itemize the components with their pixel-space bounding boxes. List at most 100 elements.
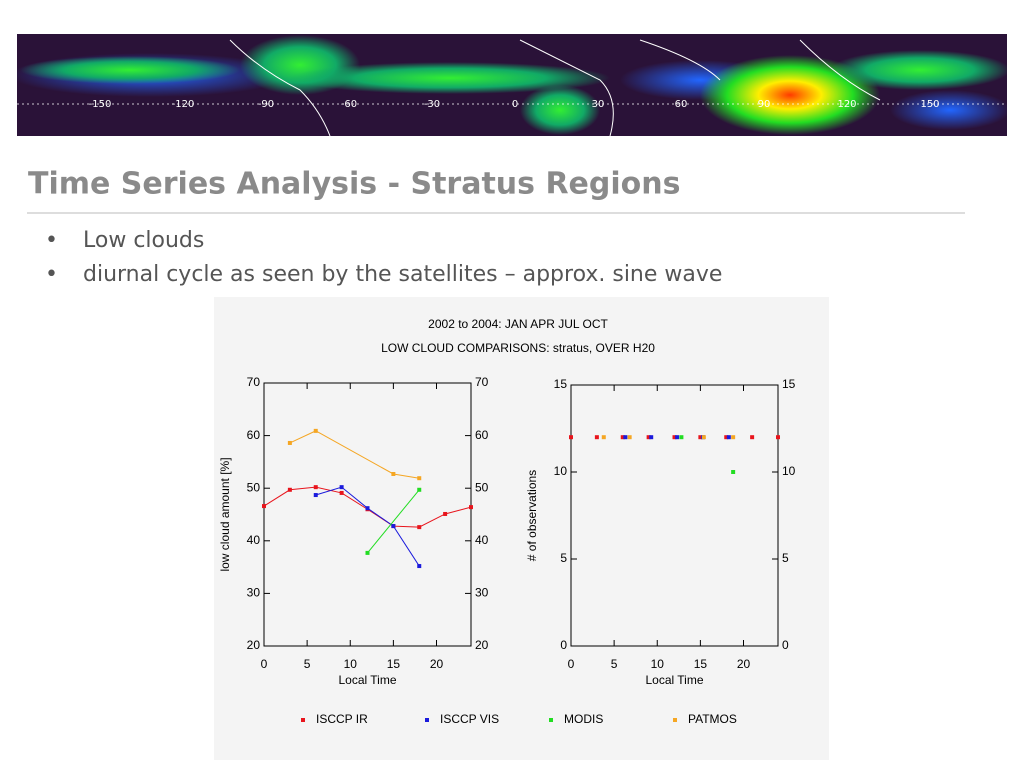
chart-subtitle: LOW CLOUD COMPARISONS: stratus, OVER H20 [381, 341, 655, 355]
y-tick-label: 70 [247, 375, 261, 389]
marker [679, 435, 684, 440]
y-tick-label: 10 [554, 464, 568, 478]
marker [623, 435, 628, 440]
legend-label: PATMOS [688, 712, 737, 726]
marker [417, 476, 422, 481]
bullet-text: Low clouds [83, 228, 204, 253]
marker [287, 440, 292, 445]
legend-marker [301, 718, 305, 722]
y-tick-label: 20 [247, 638, 261, 652]
legend-label: MODIS [564, 712, 603, 726]
map-label: -60 [341, 99, 357, 110]
y2-tick-label: 0 [782, 638, 789, 652]
y2-tick-label: 10 [782, 464, 796, 478]
x-tick-label: 5 [611, 657, 618, 671]
plot-frame [263, 382, 472, 647]
map-label: -150 [89, 99, 112, 110]
y2-tick-label: 30 [475, 586, 489, 600]
x-tick-label: 0 [568, 657, 575, 671]
marker [649, 435, 654, 440]
map-label: 0 [512, 99, 518, 110]
y2-tick-label: 40 [475, 533, 489, 547]
x-axis-label: Local Time [645, 673, 703, 687]
marker [750, 435, 755, 440]
marker [675, 435, 680, 440]
marker [620, 435, 625, 440]
y2-tick-label: 70 [475, 375, 489, 389]
map-label: -120 [172, 99, 195, 110]
marker [443, 511, 448, 516]
marker [469, 505, 473, 510]
marker [287, 487, 292, 492]
y-tick-label: 40 [247, 533, 261, 547]
marker [701, 435, 706, 440]
x-tick-label: 20 [430, 657, 444, 671]
marker [391, 524, 396, 529]
marker [339, 485, 344, 490]
map-label: 150 [920, 99, 939, 110]
map-label: -30 [424, 99, 440, 110]
marker [339, 490, 344, 495]
marker [627, 435, 632, 440]
x-tick-label: 15 [694, 657, 708, 671]
marker [417, 487, 422, 492]
y-tick-label: 5 [560, 551, 567, 565]
legend-label: ISCCP VIS [440, 712, 499, 726]
map-label: -90 [258, 99, 274, 110]
map-label: 90 [758, 99, 771, 110]
y2-tick-label: 50 [475, 480, 489, 494]
marker [313, 493, 318, 498]
legend-marker [549, 718, 553, 722]
marker [776, 435, 780, 440]
legend-marker [673, 718, 677, 722]
legend-marker [425, 718, 429, 722]
x-tick-label: 0 [261, 657, 268, 671]
slide-title: Time Series Analysis - Stratus Regions [28, 167, 681, 202]
marker [726, 435, 731, 440]
x-tick-label: 15 [387, 657, 401, 671]
x-tick-label: 10 [344, 657, 358, 671]
y-tick-label: 0 [560, 638, 567, 652]
x-tick-label: 10 [651, 657, 665, 671]
plot-frame [570, 384, 779, 647]
y-tick-label: 50 [247, 480, 261, 494]
y-tick-label: 60 [247, 428, 261, 442]
marker [724, 435, 729, 440]
y-tick-label: 15 [554, 377, 568, 391]
y2-tick-label: 15 [782, 377, 796, 391]
marker [391, 471, 396, 476]
marker [365, 506, 370, 511]
marker [672, 435, 677, 440]
y-tick-label: 30 [247, 586, 261, 600]
map-label: 60 [675, 99, 688, 110]
bullet-text: diurnal cycle as seen by the satellites … [83, 262, 722, 287]
marker [313, 485, 318, 490]
bullet: • [45, 262, 58, 287]
y2-tick-label: 60 [475, 428, 489, 442]
marker [417, 564, 422, 569]
y2-tick-label: 20 [475, 638, 489, 652]
map-label: 120 [837, 99, 856, 110]
x-tick-label: 20 [737, 657, 751, 671]
figure-background [214, 297, 829, 760]
banner-map [17, 34, 1007, 136]
x-tick-label: 5 [304, 657, 311, 671]
legend-label: ISCCP IR [316, 712, 368, 726]
series-line [289, 430, 420, 479]
marker [262, 504, 266, 509]
marker [731, 435, 736, 440]
marker [646, 435, 651, 440]
marker [313, 428, 318, 433]
y-axis-label: low cloud amount [%] [218, 457, 232, 571]
marker [601, 435, 606, 440]
marker [569, 435, 573, 440]
bullet: • [45, 228, 58, 253]
marker [365, 550, 370, 555]
series-line [367, 489, 420, 554]
y2-tick-label: 5 [782, 551, 789, 565]
x-axis-label: Local Time [338, 673, 396, 687]
marker [731, 470, 736, 474]
chart-title: 2002 to 2004: JAN APR JUL OCT [428, 317, 608, 331]
